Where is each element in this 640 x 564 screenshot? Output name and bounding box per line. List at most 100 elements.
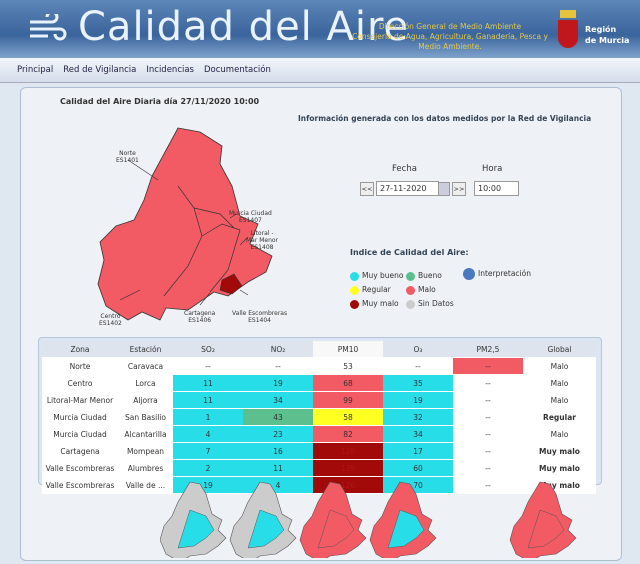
nav-item[interactable]: Red de Vigilancia bbox=[63, 65, 137, 75]
table-cell: 53 bbox=[313, 357, 383, 375]
table-cell: Malo bbox=[523, 374, 596, 392]
legend-label: Regular bbox=[362, 285, 391, 294]
date-input[interactable]: 27-11-2020 bbox=[376, 181, 439, 196]
table-cell: 16 bbox=[243, 442, 313, 460]
table-cell: Valle de ... bbox=[118, 476, 173, 494]
map-label-line: ES1408 bbox=[250, 244, 274, 251]
table-cell: 35 bbox=[383, 374, 453, 392]
column-header: NO₂ bbox=[243, 341, 313, 358]
table-cell: Regular bbox=[523, 408, 596, 426]
mini-map-zone bbox=[247, 509, 285, 549]
table-cell: Muy malo bbox=[523, 442, 596, 460]
legend-label: Malo bbox=[418, 285, 436, 294]
map-label-line: ES1406 bbox=[188, 317, 212, 324]
agency-line: Medio Ambiente. bbox=[418, 42, 482, 51]
table-cell: 11 bbox=[173, 374, 243, 392]
table-row: Cartagena Mompean 7 16 128 17 -- Muy malo bbox=[42, 442, 596, 460]
table-cell: Caravaca bbox=[118, 357, 173, 375]
table-cell: -- bbox=[453, 476, 523, 494]
table-cell: 43 bbox=[243, 408, 313, 426]
table-cell: 1 bbox=[173, 408, 243, 426]
agency-line: Consejería de Agua, Agricultura, Ganader… bbox=[352, 32, 548, 41]
map-label: Murcia Ciudad ES1407 bbox=[229, 210, 272, 224]
map-label-line: ES1401 bbox=[116, 157, 139, 164]
map-label-line: Centro bbox=[100, 313, 121, 320]
table-row: Norte Caravaca -- -- 53 -- -- Malo bbox=[42, 357, 596, 375]
table-cell: -- bbox=[383, 357, 453, 375]
mini-map-zone bbox=[527, 509, 565, 549]
map-label-line: Litoral - bbox=[250, 230, 274, 237]
mini-map-zone bbox=[177, 509, 215, 549]
table-cell: Murcia Ciudad bbox=[42, 408, 118, 426]
legend-swatch bbox=[350, 299, 359, 309]
map-label: Norte ES1401 bbox=[116, 150, 139, 164]
column-header: Zona bbox=[42, 341, 118, 358]
map-label-line: ES1407 bbox=[238, 217, 262, 224]
table-cell: 99 bbox=[313, 391, 383, 409]
table-row: Murcia Ciudad Alcantarilla 4 23 82 34 -- Malo bbox=[42, 425, 596, 443]
table-cell: Malo bbox=[523, 357, 596, 375]
logo-icon bbox=[30, 14, 67, 41]
calendar-button[interactable] bbox=[438, 182, 450, 196]
table-cell: 32 bbox=[383, 408, 453, 426]
date-label: Fecha bbox=[392, 164, 417, 174]
column-header: PM10 bbox=[313, 341, 383, 358]
table-cell: Malo bbox=[523, 391, 596, 409]
table-cell: Cartagena bbox=[42, 442, 118, 460]
zone-map bbox=[97, 127, 273, 321]
map-label: Litoral - Mar Menor ES1408 bbox=[246, 230, 278, 251]
map-label: Centro ES1402 bbox=[99, 313, 122, 327]
table-cell: -- bbox=[453, 408, 523, 426]
column-header: Estación bbox=[118, 341, 173, 358]
table-cell: 17 bbox=[383, 442, 453, 460]
legend-swatch bbox=[406, 271, 415, 281]
column-header: SO₂ bbox=[173, 341, 243, 358]
table-cell: 82 bbox=[313, 425, 383, 443]
mini-map-zone bbox=[387, 509, 425, 549]
legend-swatch bbox=[350, 271, 359, 281]
region-line: Región bbox=[585, 25, 617, 34]
data-table: Zona Estación SO₂ NO₂ PM10 O₃ PM2,5 Global Norte… bbox=[42, 341, 596, 494]
time-label: Hora bbox=[482, 164, 503, 174]
help-link[interactable]: Interpretación bbox=[463, 268, 531, 280]
table-cell: -- bbox=[453, 357, 523, 375]
table-row: Murcia Ciudad San Basilio 1 43 58 32 -- Regular bbox=[42, 408, 596, 426]
panel-title: Calidad del Aire Diaria día 27/11/2020 1… bbox=[60, 97, 260, 106]
table-row: Centro Lorca 11 19 68 35 -- Malo bbox=[42, 374, 596, 392]
table-cell: Centro bbox=[42, 374, 118, 392]
nav-item[interactable]: Principal bbox=[17, 65, 54, 75]
table-cell: 7 bbox=[173, 442, 243, 460]
table-cell: Litoral-Mar Menor bbox=[42, 391, 118, 409]
map-label-line: Murcia Ciudad bbox=[229, 210, 272, 217]
table-cell: -- bbox=[453, 459, 523, 477]
table-cell: -- bbox=[453, 425, 523, 443]
table-cell: 4 bbox=[173, 425, 243, 443]
nav-item[interactable]: Documentación bbox=[204, 65, 271, 75]
help-text[interactable]: Interpretación bbox=[478, 269, 531, 278]
next-day-button[interactable]: >> bbox=[452, 182, 466, 196]
prev-day-button[interactable]: << bbox=[360, 182, 374, 196]
table-cell: -- bbox=[243, 357, 313, 375]
legend-label: Muy malo bbox=[362, 299, 399, 308]
map-label-line: Cartagena bbox=[184, 310, 216, 317]
column-header: Global bbox=[523, 341, 596, 358]
site-title: Calidad del Aire bbox=[78, 4, 410, 50]
column-header: O₃ bbox=[383, 341, 453, 358]
table-cell: 58 bbox=[313, 408, 383, 426]
map-label-line: Mar Menor bbox=[246, 237, 279, 244]
table-cell: Valle Escombreras bbox=[42, 459, 118, 477]
nav-item[interactable]: Incidencias bbox=[146, 65, 194, 75]
table-cell: Malo bbox=[523, 425, 596, 443]
nav-bar: Principal Red de Vigilancia Incidencias Doc… bbox=[0, 58, 640, 83]
table-cell: 11 bbox=[243, 459, 313, 477]
legend-item: Muy malo bbox=[350, 299, 399, 309]
map-label: Cartagena ES1406 bbox=[184, 310, 215, 324]
table-cell: 23 bbox=[243, 425, 313, 443]
table-cell: Lorca bbox=[118, 374, 173, 392]
table-cell: 19 bbox=[243, 374, 313, 392]
mini-map-zone bbox=[317, 509, 355, 549]
time-select[interactable]: 10:00 bbox=[474, 181, 519, 196]
map-label-line: ES1402 bbox=[99, 320, 122, 327]
table-cell: 34 bbox=[383, 425, 453, 443]
